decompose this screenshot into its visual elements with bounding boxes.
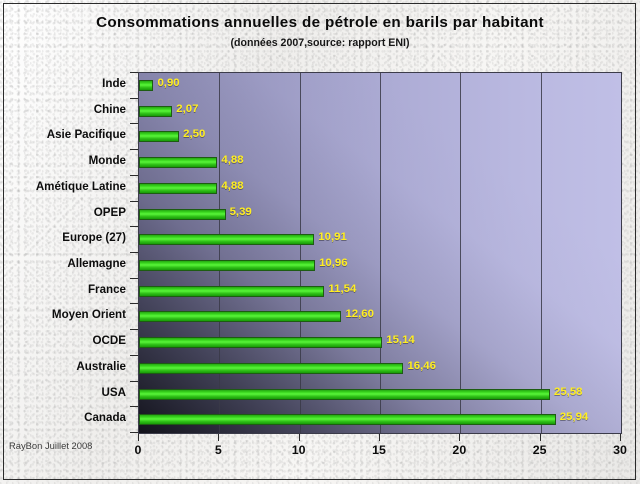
category-label: Amétique Latine (35, 179, 126, 193)
x-axis-tick-label: 15 (372, 443, 386, 457)
bar-row[interactable]: 12,60 (139, 304, 621, 330)
category-label: Inde (102, 77, 126, 90)
x-axis-tick (620, 434, 621, 441)
gridline (460, 73, 462, 433)
value-axis: 0 5 10 15 20 25 30 (134, 434, 627, 464)
gridline (219, 73, 221, 433)
bar[interactable] (139, 414, 556, 426)
bar-row[interactable]: 2,07 (139, 99, 621, 125)
gridline (299, 73, 301, 433)
x-axis-tick-label: 10 (291, 443, 306, 457)
category-label: Moyen Orient (51, 308, 126, 322)
bar-value-label: 10,91 (318, 231, 347, 244)
bar-row[interactable]: 11,54 (139, 279, 621, 305)
y-axis-tick (130, 380, 138, 382)
y-axis-tick (130, 277, 138, 279)
bar[interactable] (139, 285, 325, 297)
x-axis-tick (218, 434, 220, 441)
bar-value-label: 11,54 (328, 282, 357, 295)
category-label: OCDE (92, 334, 127, 348)
bar[interactable] (139, 105, 173, 117)
x-axis-tick-label: 20 (452, 443, 467, 457)
bar-value-label: 25,58 (553, 385, 583, 398)
y-axis-tick (130, 303, 138, 305)
y-axis-tick (130, 354, 138, 356)
x-axis-tick (459, 434, 461, 441)
bar-value-label: 2,07 (176, 102, 199, 115)
plot-area: 0,90 2,07 2,50 4,88 4,88 5,39 10,91 10,96 11,54 1… (138, 72, 622, 434)
chart-credit: RayBon Juillet 2008 (9, 440, 93, 451)
x-axis-tick (298, 434, 300, 441)
bar-value-label: 25,94 (559, 411, 589, 424)
bar[interactable] (139, 80, 154, 91)
bar-value-label: 2,50 (183, 128, 206, 141)
bar-row[interactable]: 4,88 (139, 150, 621, 176)
x-axis-tick (539, 434, 541, 441)
bar-row[interactable]: 5,39 (139, 202, 621, 228)
x-axis-tick-label: 25 (532, 443, 547, 457)
bar[interactable] (139, 337, 383, 349)
bar-row[interactable]: 16,46 (139, 356, 621, 382)
bar[interactable] (139, 388, 550, 400)
bar-row[interactable]: 10,91 (139, 227, 621, 253)
y-axis-tick (130, 174, 138, 176)
y-axis-tick (130, 406, 138, 408)
category-label: Canada (84, 411, 126, 425)
x-axis-tick-label: 5 (214, 443, 222, 457)
category-label: Chine (93, 102, 126, 116)
bar-row[interactable]: 15,14 (139, 330, 621, 356)
category-label: Europe (27) (62, 231, 126, 245)
y-axis-tick (130, 252, 138, 253)
y-axis-tick (130, 329, 138, 331)
bar-row[interactable]: 4,88 (139, 176, 621, 202)
bar[interactable] (139, 131, 180, 143)
category-label: Australie (76, 359, 126, 373)
bar-value-label: 4,88 (221, 154, 244, 167)
bar-value-label: 0,90 (157, 77, 180, 89)
bar-value-label: 16,46 (407, 359, 436, 372)
category-label: Asie Pacifique (46, 128, 126, 142)
bar-value-label: 4,88 (221, 179, 244, 192)
gridline (540, 73, 542, 433)
bar[interactable] (139, 260, 316, 271)
chart-title: Consommations annuelles de pétrole en ba… (96, 14, 544, 31)
y-axis-tick (130, 432, 138, 433)
bar-value-label: 12,60 (345, 308, 374, 321)
category-label: OPEP (93, 205, 126, 219)
bar-value-label: 5,39 (229, 205, 252, 218)
bar-value-label: 15,14 (386, 334, 415, 347)
category-label: Monde (88, 154, 126, 168)
bar[interactable] (139, 362, 404, 374)
x-axis-tick-label: 0 (134, 443, 142, 457)
bar[interactable] (139, 182, 218, 194)
y-axis-tick (130, 123, 138, 125)
bar-row[interactable]: 25,58 (139, 382, 621, 408)
bar[interactable] (139, 234, 315, 246)
bar-row[interactable]: 2,50 (139, 124, 621, 150)
category-label: France (87, 282, 126, 296)
y-axis-tick (130, 226, 138, 228)
y-axis-tick (130, 200, 138, 202)
gridline (380, 73, 381, 433)
category-label: USA (101, 385, 126, 399)
bar[interactable] (139, 208, 226, 220)
y-axis-tick (130, 97, 138, 99)
x-axis-tick-label: 30 (613, 443, 627, 457)
x-axis-tick (379, 434, 380, 441)
y-axis-tick (130, 72, 138, 73)
bar[interactable] (139, 157, 218, 169)
x-axis-tick (138, 434, 139, 441)
bar-value-label: 10,96 (319, 257, 348, 269)
category-label: Allemagne (67, 257, 126, 270)
bar[interactable] (139, 311, 342, 323)
bar-row[interactable]: 0,90 (139, 73, 621, 99)
y-axis-tick (130, 149, 138, 151)
bar-row[interactable]: 10,96 (139, 253, 621, 279)
chart-subtitle: (données 2007,source: rapport ENI) (230, 37, 410, 49)
bar-row[interactable]: 25,94 (139, 407, 621, 433)
category-axis: Inde Chine Asie Pacifique Monde Amétique Lat… (0, 72, 138, 434)
